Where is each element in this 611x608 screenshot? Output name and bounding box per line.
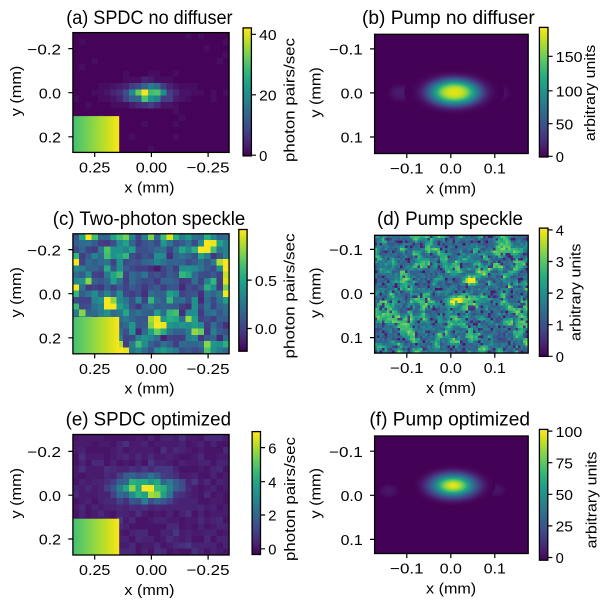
svg-text:−0.1: −0.1 <box>329 43 363 59</box>
svg-text:−0.2: −0.2 <box>27 445 61 461</box>
svg-text:0.5: 0.5 <box>255 274 277 290</box>
svg-text:0.0: 0.0 <box>341 287 363 303</box>
svg-text:(c) Two-photon speckle: (c) Two-photon speckle <box>53 209 246 230</box>
svg-text:0.2: 0.2 <box>39 130 61 146</box>
svg-text:1: 1 <box>556 318 564 334</box>
svg-text:arbitrary units: arbitrary units <box>585 452 601 549</box>
svg-text:y (mm): y (mm) <box>308 267 324 318</box>
svg-text:−0.1: −0.1 <box>390 562 424 578</box>
svg-text:x (mm): x (mm) <box>426 381 476 397</box>
svg-text:−0.1: −0.1 <box>390 162 424 178</box>
svg-text:y (mm): y (mm) <box>308 468 324 519</box>
svg-text:0.0: 0.0 <box>39 86 61 102</box>
svg-text:y (mm): y (mm) <box>9 267 25 318</box>
svg-text:0: 0 <box>259 149 267 165</box>
svg-text:6: 6 <box>268 441 276 457</box>
svg-text:0: 0 <box>556 350 564 366</box>
svg-text:0.2: 0.2 <box>39 331 61 347</box>
svg-text:(e) SPDC optimized: (e) SPDC optimized <box>66 410 231 431</box>
svg-text:0.1: 0.1 <box>341 131 363 147</box>
svg-text:y (mm): y (mm) <box>9 66 25 117</box>
svg-text:(d) Pump speckle: (d) Pump speckle <box>377 209 523 230</box>
svg-text:photon pairs/sec: photon pairs/sec <box>283 234 299 359</box>
svg-text:0.2: 0.2 <box>39 533 61 549</box>
svg-text:arbitrary units: arbitrary units <box>569 244 585 342</box>
svg-text:−0.2: −0.2 <box>27 42 61 58</box>
svg-text:0.25: 0.25 <box>79 160 110 176</box>
svg-text:(a) SPDC no diffuser: (a) SPDC no diffuser <box>66 8 233 29</box>
svg-text:photon pairs/sec: photon pairs/sec <box>283 437 299 561</box>
svg-text:0.1: 0.1 <box>484 562 506 578</box>
svg-text:(f) Pump optimized: (f) Pump optimized <box>369 410 530 431</box>
svg-text:−0.25: −0.25 <box>187 362 230 378</box>
svg-text:150: 150 <box>556 50 583 66</box>
svg-text:0.0: 0.0 <box>341 87 363 103</box>
svg-text:−0.1: −0.1 <box>329 243 363 259</box>
svg-text:40: 40 <box>259 28 276 44</box>
svg-text:0.0: 0.0 <box>255 322 277 338</box>
svg-text:20: 20 <box>259 89 276 105</box>
svg-text:−0.2: −0.2 <box>27 243 61 259</box>
svg-text:x (mm): x (mm) <box>426 581 476 597</box>
svg-text:25: 25 <box>556 520 573 536</box>
svg-text:0.1: 0.1 <box>341 533 363 549</box>
svg-text:0.25: 0.25 <box>79 362 110 378</box>
svg-text:3: 3 <box>556 255 564 271</box>
svg-text:0.00: 0.00 <box>136 362 167 378</box>
svg-text:0.0: 0.0 <box>440 162 462 178</box>
svg-text:y (mm): y (mm) <box>308 67 324 118</box>
svg-text:0.1: 0.1 <box>484 361 506 377</box>
svg-text:75: 75 <box>556 456 573 472</box>
svg-text:50: 50 <box>556 488 573 504</box>
svg-text:−0.1: −0.1 <box>329 445 363 461</box>
svg-text:50: 50 <box>556 117 573 133</box>
svg-text:x (mm): x (mm) <box>426 181 476 197</box>
svg-text:0.1: 0.1 <box>484 162 506 178</box>
svg-text:2: 2 <box>268 509 276 525</box>
svg-text:x (mm): x (mm) <box>124 583 174 599</box>
svg-text:0.0: 0.0 <box>341 489 363 505</box>
svg-text:0.0: 0.0 <box>440 361 462 377</box>
svg-text:photon pairs/sec: photon pairs/sec <box>283 38 299 162</box>
svg-text:0: 0 <box>556 150 564 166</box>
svg-text:0.00: 0.00 <box>136 160 167 176</box>
svg-text:0: 0 <box>268 543 276 559</box>
svg-text:4: 4 <box>268 475 276 491</box>
svg-text:100: 100 <box>556 425 583 441</box>
svg-text:0.25: 0.25 <box>79 563 110 579</box>
svg-text:arbitrary units: arbitrary units <box>583 45 599 141</box>
svg-text:x (mm): x (mm) <box>124 382 174 398</box>
svg-text:x (mm): x (mm) <box>124 180 174 196</box>
svg-text:y (mm): y (mm) <box>9 468 25 519</box>
svg-text:0.00: 0.00 <box>136 563 167 579</box>
svg-text:−0.1: −0.1 <box>390 361 424 377</box>
svg-text:0.1: 0.1 <box>341 331 363 347</box>
svg-text:0.0: 0.0 <box>39 287 61 303</box>
svg-text:−0.25: −0.25 <box>187 563 230 579</box>
svg-text:−0.25: −0.25 <box>187 160 230 176</box>
svg-text:0.0: 0.0 <box>440 562 462 578</box>
svg-text:(b) Pump no diffuser: (b) Pump no diffuser <box>362 8 535 29</box>
svg-text:100: 100 <box>556 85 583 101</box>
svg-text:0.0: 0.0 <box>39 489 61 505</box>
svg-text:4: 4 <box>556 224 564 240</box>
svg-text:2: 2 <box>556 287 564 303</box>
svg-text:0: 0 <box>556 551 564 567</box>
